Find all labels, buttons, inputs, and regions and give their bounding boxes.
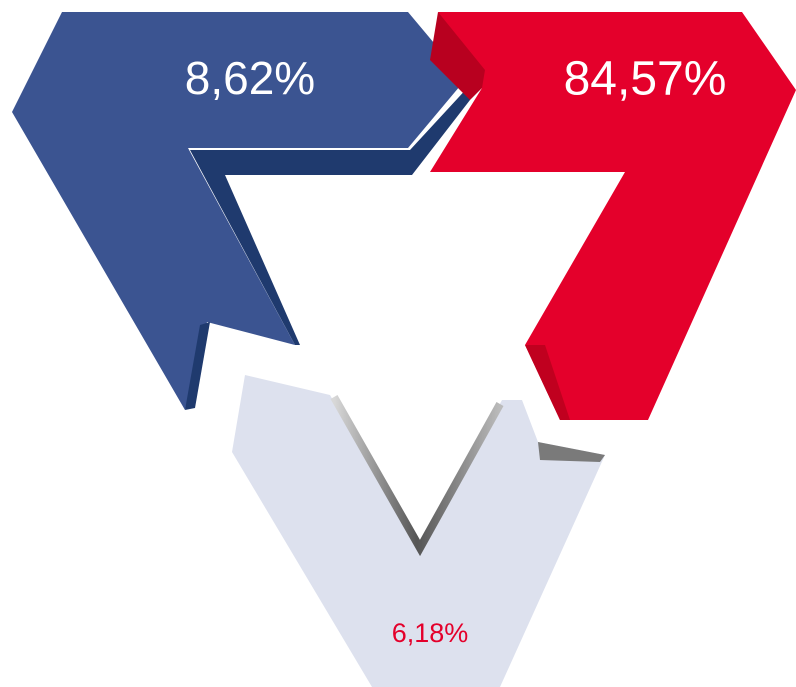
red-arrow-side: [525, 345, 570, 420]
blue-arrow-side: [190, 85, 470, 345]
blue-arrow-notch: [185, 322, 210, 410]
red-arrow: [430, 12, 796, 420]
segment-label: 6,18%: [392, 618, 469, 648]
gray-arrow-step: [538, 442, 605, 462]
gray-arrow: [232, 375, 605, 687]
gray-arrow-inner: [330, 395, 504, 557]
red-arrow-shade: [430, 12, 485, 100]
segment-label: 84,57%: [564, 53, 727, 106]
blue-arrow: [12, 12, 465, 410]
segment-label: 8,62%: [185, 52, 315, 104]
